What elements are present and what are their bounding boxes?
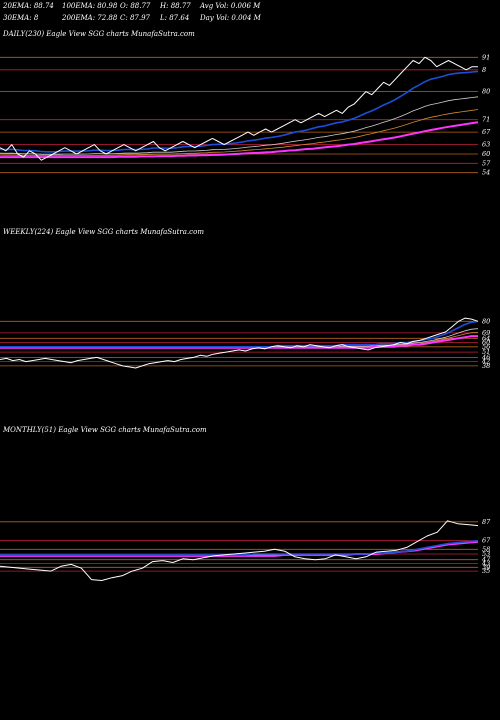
monthly-tick-label: 87 [482, 518, 491, 526]
daily-tick-label: 80 [482, 88, 490, 96]
monthly-ema-fast-line [0, 539, 479, 556]
day-vol-label: Day Vol: 0.004 M [199, 14, 262, 22]
weekly-tick-label: 60 [482, 339, 490, 347]
weekly-tick-label: 69 [482, 329, 490, 337]
weekly-price-line [0, 317, 479, 369]
ema20-label: 20EMA: 88.74 [2, 2, 54, 10]
monthly-price-line [0, 520, 479, 581]
ema30-label: 30EMA: 8 [3, 14, 39, 22]
daily-tick-label: 8 [482, 66, 486, 74]
monthly-tick-label: 53 [482, 550, 490, 558]
weekly-panel: WEEKLY(224) Eagle View SGG charts Munafa… [0, 228, 490, 370]
monthly-tick-label: 43 [481, 560, 490, 568]
weekly-ema-slow-line [0, 335, 478, 349]
monthly-tick-label: 67 [482, 537, 491, 545]
close-label: C: 87.97 [120, 14, 151, 22]
weekly-tick-label: 51 [482, 348, 490, 356]
weekly-tick-label: 80 [482, 317, 490, 325]
daily-ema-slow-line [0, 121, 479, 159]
avg-vol-label: Avg Vol: 0.006 M [199, 2, 261, 10]
daily-tick-label: 60 [482, 150, 490, 158]
high-label: H: 88.77 [159, 2, 191, 10]
ema100-label: 100EMA: 80.98 [62, 2, 118, 10]
weekly-panel-title: WEEKLY(224) Eagle View SGG charts Munafa… [3, 228, 204, 236]
daily-tick-label: 57 [482, 159, 491, 167]
daily-tick-label: 63 [482, 141, 490, 149]
low-label: L: 87.64 [159, 14, 189, 22]
daily-ema-fast-line [0, 70, 479, 153]
daily-tick-label: 67 [482, 128, 491, 136]
daily-tick-label: 91 [482, 53, 490, 61]
monthly-panel-title: MONTHLY(51) Eagle View SGG charts Munafa… [2, 426, 207, 434]
weekly-tick-label: 46 [481, 353, 490, 361]
daily-ema-mid-line [0, 96, 479, 155]
weekly-tick-label: 56 [482, 343, 490, 351]
daily-tick-label: 71 [482, 116, 490, 124]
open-label: O: 88.77 [120, 2, 151, 10]
monthly-tick-label: 35 [482, 567, 490, 575]
daily-panel-title: DAILY(230) Eagle View SGG charts MunafaS… [2, 30, 195, 38]
daily-price-line [0, 56, 479, 161]
daily-ema-orange-line [0, 109, 479, 157]
monthly-tick-label: 58 [482, 545, 490, 553]
weekly-tick-label: 64 [482, 334, 490, 342]
monthly-tick-label: 39 [482, 563, 490, 571]
ema200-label: 200EMA: 72.88 [61, 14, 118, 22]
daily-panel: DAILY(230) Eagle View SGG charts MunafaS… [0, 30, 491, 177]
weekly-tick-label: 42 [481, 358, 490, 366]
monthly-panel: MONTHLY(51) Eagle View SGG charts Munafa… [0, 426, 491, 581]
daily-tick-label: 54 [482, 169, 490, 177]
monthly-tick-label: 47 [481, 556, 491, 564]
weekly-tick-label: 38 [482, 362, 490, 370]
